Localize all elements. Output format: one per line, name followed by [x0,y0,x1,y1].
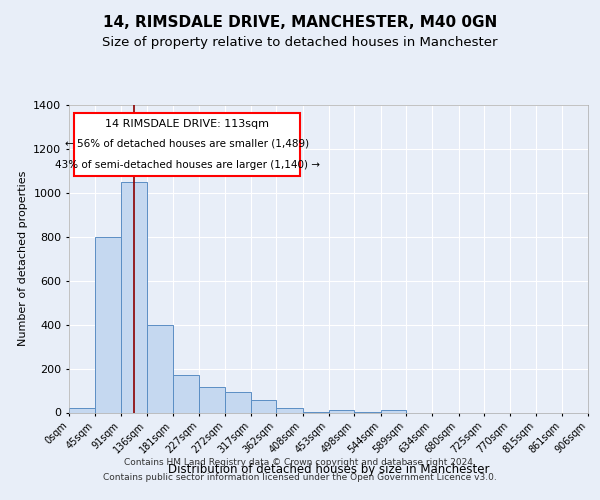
Bar [277,408,303,412]
Text: Contains public sector information licensed under the Open Government Licence v3: Contains public sector information licen… [103,473,497,482]
Bar [225,392,251,412]
Bar [329,410,354,412]
Bar [199,387,225,412]
Bar [121,182,147,412]
Bar [69,408,95,412]
Y-axis label: Number of detached properties: Number of detached properties [17,171,28,346]
Bar [173,375,199,412]
Text: 14, RIMSDALE DRIVE, MANCHESTER, M40 0GN: 14, RIMSDALE DRIVE, MANCHESTER, M40 0GN [103,15,497,30]
Text: Size of property relative to detached houses in Manchester: Size of property relative to detached ho… [102,36,498,49]
X-axis label: Distribution of detached houses by size in Manchester: Distribution of detached houses by size … [168,464,489,476]
Bar [95,237,121,412]
Text: 14 RIMSDALE DRIVE: 113sqm: 14 RIMSDALE DRIVE: 113sqm [105,119,269,129]
Text: 43% of semi-detached houses are larger (1,140) →: 43% of semi-detached houses are larger (… [55,160,320,170]
Bar [147,324,173,412]
Bar [251,400,277,412]
Text: Contains HM Land Registry data © Crown copyright and database right 2024.: Contains HM Land Registry data © Crown c… [124,458,476,467]
FancyBboxPatch shape [74,112,300,176]
Text: ← 56% of detached houses are smaller (1,489): ← 56% of detached houses are smaller (1,… [65,139,309,149]
Bar [380,410,406,412]
